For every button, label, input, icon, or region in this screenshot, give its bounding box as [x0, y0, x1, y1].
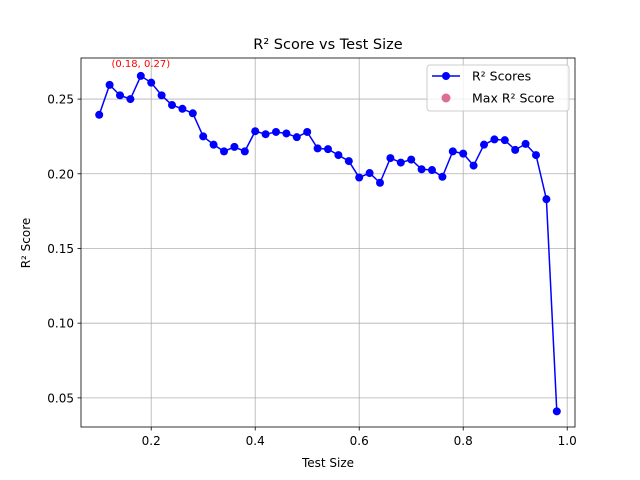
- y-tick-label: 0.20: [47, 167, 74, 181]
- y-tick-label: 0.15: [47, 242, 74, 256]
- legend: R² Scores Max R² Score: [426, 64, 570, 112]
- data-point: [251, 127, 260, 136]
- y-tick-label: 0.25: [47, 93, 74, 107]
- data-point: [521, 139, 530, 148]
- y-axis-label: R² Score: [19, 218, 33, 269]
- data-point: [417, 165, 426, 174]
- legend-box: [426, 64, 570, 112]
- x-tick-label: 0.6: [350, 434, 369, 448]
- data-point: [542, 195, 551, 204]
- data-point: [313, 144, 322, 153]
- plot-area: [95, 71, 561, 416]
- data-point: [480, 140, 488, 149]
- data-point: [428, 166, 436, 175]
- data-point: [220, 147, 228, 156]
- legend-label: Max R² Score: [472, 91, 555, 106]
- data-point: [355, 173, 364, 182]
- data-point: [438, 172, 447, 181]
- data-point: [303, 127, 312, 136]
- data-point: [157, 91, 166, 100]
- data-point: [272, 127, 280, 136]
- data-point: [469, 161, 478, 170]
- legend-label: R² Scores: [472, 69, 531, 84]
- annotations: (0.18, 0.27): [111, 59, 170, 70]
- data-point: [230, 142, 239, 151]
- y-tick-label: 0.10: [47, 317, 74, 331]
- data-point: [95, 110, 104, 119]
- chart-title: R² Score vs Test Size: [253, 37, 402, 53]
- data-point: [136, 71, 145, 80]
- data-point: [532, 151, 540, 160]
- data-point: [334, 151, 343, 160]
- data-point: [490, 135, 499, 144]
- data-point: [511, 145, 520, 154]
- data-point: [344, 157, 353, 166]
- data-point: [407, 155, 416, 164]
- data-point: [324, 145, 332, 154]
- data-point: [126, 95, 135, 104]
- x-axis-label: Test Size: [301, 456, 354, 470]
- data-point: [168, 101, 176, 110]
- data-point: [147, 78, 156, 87]
- data-point: [376, 178, 384, 187]
- data-point: [178, 104, 187, 113]
- grid: [81, 58, 575, 427]
- data-point: [116, 91, 124, 100]
- y-tick-label: 0.05: [47, 391, 74, 405]
- data-point: [209, 140, 218, 149]
- data-point: [240, 147, 249, 156]
- data-point: [448, 147, 457, 156]
- data-point: [500, 136, 509, 145]
- x-tick-label: 0.8: [454, 434, 473, 448]
- x-tick-label: 0.2: [142, 434, 161, 448]
- data-point: [292, 133, 301, 142]
- axes-frame: [80, 57, 576, 428]
- x-tick-label: 1.0: [558, 434, 577, 448]
- data-point: [396, 158, 405, 167]
- x-tick-label: 0.4: [246, 434, 265, 448]
- data-point: [282, 129, 291, 138]
- legend-marker: [442, 72, 450, 80]
- axes: 0.2 0.4 0.6 0.8 1.0 0.05 0.10 0.15 0.20 0.25: [47, 57, 577, 448]
- series-line: [98, 74, 558, 412]
- data-point: [105, 80, 114, 89]
- data-point: [365, 169, 374, 178]
- data-point: [188, 109, 197, 118]
- max-annotation: (0.18, 0.27): [111, 59, 170, 70]
- data-point: [552, 407, 561, 416]
- data-point: [459, 149, 468, 158]
- legend-marker: [441, 93, 451, 103]
- data-point: [199, 132, 208, 141]
- data-point: [261, 130, 270, 139]
- data-point: [386, 154, 395, 163]
